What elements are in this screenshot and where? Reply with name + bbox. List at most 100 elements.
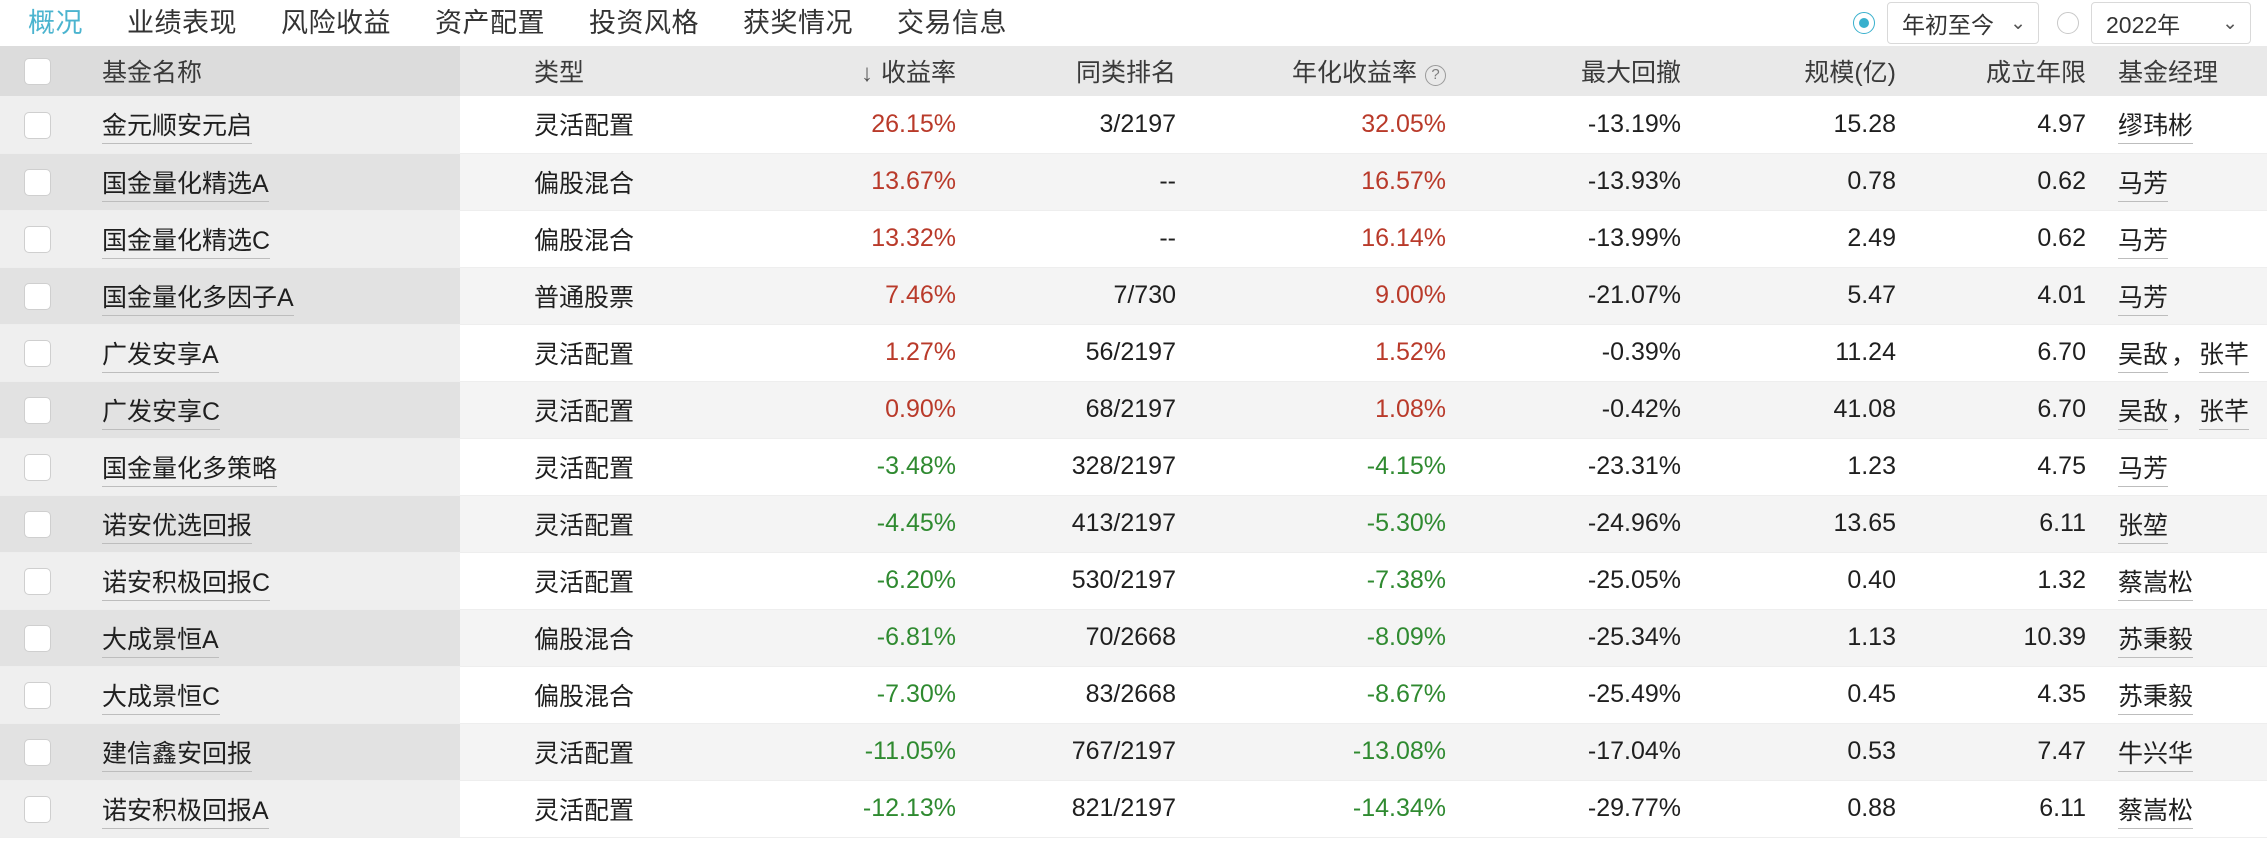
cell-fund-name: 金元顺安元启	[74, 96, 460, 154]
cell-return: 1.27%	[700, 324, 970, 382]
cell-years: 6.11	[1910, 780, 2100, 838]
header-fund-name[interactable]: 基金名称	[74, 46, 460, 96]
fund-manager-link[interactable]: 吴敌	[2118, 397, 2169, 430]
row-select-cell	[0, 381, 74, 439]
row-select-cell	[0, 324, 74, 382]
fund-manager-link[interactable]: 张堃	[2118, 511, 2169, 544]
select-all-checkbox[interactable]	[23, 58, 51, 86]
table-row[interactable]: 诺安积极回报A 灵活配置 -12.13% 821/2197 -14.34% -29.77%…	[0, 780, 2267, 838]
cell-peer-rank: 3/2197	[970, 96, 1190, 154]
tab-0[interactable]: 概况	[28, 8, 83, 38]
header-fund-size[interactable]: 规模(亿)	[1695, 46, 1910, 96]
table-row[interactable]: 广发安享A 灵活配置 1.27% 56/2197 1.52% -0.39% 11.24 6.7…	[0, 324, 2267, 382]
row-checkbox[interactable]	[23, 396, 51, 424]
header-annualized-return[interactable]: 年化收益率?	[1190, 46, 1460, 96]
fund-manager-link[interactable]: 苏秉毅	[2118, 625, 2194, 658]
help-icon[interactable]: ?	[1425, 65, 1446, 86]
cell-annualized-return: -4.15%	[1190, 438, 1460, 496]
table-row[interactable]: 大成景恒A 偏股混合 -6.81% 70/2668 -8.09% -25.34% 1.13 1…	[0, 609, 2267, 667]
fund-name-link[interactable]: 国金量化精选C	[102, 226, 271, 259]
fund-manager-link[interactable]: 吴敌	[2118, 340, 2169, 373]
fund-name-link[interactable]: 大成景恒A	[102, 625, 219, 658]
row-checkbox[interactable]	[23, 795, 51, 823]
row-checkbox[interactable]	[23, 339, 51, 367]
header-peer-rank[interactable]: 同类排名	[970, 46, 1190, 96]
table-row[interactable]: 国金量化精选C 偏股混合 13.32% -- 16.14% -13.99% 2.49 0.62…	[0, 210, 2267, 268]
fund-manager-link[interactable]: 蔡嵩松	[2118, 796, 2194, 829]
row-checkbox[interactable]	[23, 168, 51, 196]
tab-1[interactable]: 业绩表现	[127, 8, 237, 38]
fund-manager-link[interactable]: 张芊	[2199, 397, 2250, 430]
table-row[interactable]: 大成景恒C 偏股混合 -7.30% 83/2668 -8.67% -25.49% 0.45 4…	[0, 666, 2267, 724]
row-checkbox[interactable]	[23, 738, 51, 766]
cell-max-drawdown: -29.77%	[1460, 780, 1695, 838]
fund-manager-link[interactable]: 张芊	[2199, 340, 2250, 373]
cell-fund-size: 0.40	[1695, 552, 1910, 610]
row-checkbox[interactable]	[23, 624, 51, 652]
fund-name-link[interactable]: 金元顺安元启	[102, 112, 253, 145]
fund-manager-link[interactable]: 马芳	[2118, 169, 2169, 202]
tab-6[interactable]: 交易信息	[897, 8, 1007, 38]
tab-3[interactable]: 资产配置	[435, 8, 545, 38]
cell-fund-manager: 蔡嵩松	[2100, 780, 2267, 838]
chevron-down-icon: ⌄	[2010, 12, 2026, 34]
radio-range-year[interactable]	[2057, 12, 2079, 34]
cell-fund-manager: 马芳	[2100, 153, 2267, 211]
fund-manager-link[interactable]: 缪玮彬	[2118, 112, 2194, 145]
header-max-drawdown[interactable]: 最大回撤	[1460, 46, 1695, 96]
cell-fund-size: 11.24	[1695, 324, 1910, 382]
row-checkbox[interactable]	[23, 111, 51, 139]
cell-fund-manager: 牛兴华	[2100, 723, 2267, 781]
radio-range-ytd[interactable]	[1853, 12, 1875, 34]
fund-name-link[interactable]: 广发安享A	[102, 340, 219, 373]
fund-manager-link[interactable]: 马芳	[2118, 454, 2169, 487]
cell-return: -7.30%	[700, 666, 970, 724]
tab-5[interactable]: 获奖情况	[743, 8, 853, 38]
cell-years: 0.62	[1910, 210, 2100, 268]
fund-manager-link[interactable]: 牛兴华	[2118, 739, 2194, 772]
table-row[interactable]: 广发安享C 灵活配置 0.90% 68/2197 1.08% -0.42% 41.08 6.7…	[0, 381, 2267, 439]
row-checkbox[interactable]	[23, 681, 51, 709]
select-year[interactable]: 2022年 ⌄	[2091, 2, 2251, 44]
fund-name-link[interactable]: 诺安积极回报A	[102, 796, 269, 829]
fund-name-link[interactable]: 广发安享C	[102, 397, 221, 430]
fund-name-link[interactable]: 国金量化精选A	[102, 169, 269, 202]
table-row[interactable]: 诺安积极回报C 灵活配置 -6.20% 530/2197 -7.38% -25.05% 0.…	[0, 552, 2267, 610]
header-fund-manager[interactable]: 基金经理	[2100, 46, 2267, 96]
tab-2[interactable]: 风险收益	[281, 8, 391, 38]
cell-fund-type: 偏股混合	[460, 609, 700, 667]
fund-name-link[interactable]: 国金量化多因子A	[102, 283, 294, 316]
table-row[interactable]: 国金量化多因子A 普通股票 7.46% 7/730 9.00% -21.07% 5.47 4.…	[0, 267, 2267, 325]
fund-manager-link[interactable]: 蔡嵩松	[2118, 568, 2194, 601]
row-checkbox[interactable]	[23, 282, 51, 310]
fund-name-link[interactable]: 大成景恒C	[102, 682, 221, 715]
cell-peer-rank: 7/730	[970, 267, 1190, 325]
table-row[interactable]: 金元顺安元启 灵活配置 26.15% 3/2197 32.05% -13.19% 15.28…	[0, 96, 2267, 154]
fund-manager-link[interactable]: 苏秉毅	[2118, 682, 2194, 715]
row-checkbox[interactable]	[23, 225, 51, 253]
cell-peer-rank: 328/2197	[970, 438, 1190, 496]
header-fund-type[interactable]: 类型	[460, 46, 700, 96]
header-return[interactable]: ↓ 收益率	[700, 46, 970, 96]
table-row[interactable]: 国金量化多策略 灵活配置 -3.48% 328/2197 -4.15% -23.31% 1.…	[0, 438, 2267, 496]
fund-manager-link[interactable]: 马芳	[2118, 283, 2169, 316]
table-row[interactable]: 国金量化精选A 偏股混合 13.67% -- 16.57% -13.93% 0.78 0.62…	[0, 153, 2267, 211]
row-checkbox[interactable]	[23, 567, 51, 595]
table-header-row: 基金名称 类型 ↓ 收益率 同类排名 年化收益率? 最大回撤 规模(亿) 成立年限…	[0, 46, 2267, 96]
row-checkbox[interactable]	[23, 453, 51, 481]
cell-peer-rank: 767/2197	[970, 723, 1190, 781]
tab-4[interactable]: 投资风格	[589, 8, 699, 38]
fund-name-link[interactable]: 国金量化多策略	[102, 454, 278, 487]
table-row[interactable]: 建信鑫安回报 灵活配置 -11.05% 767/2197 -13.08% -17.04% 0…	[0, 723, 2267, 781]
row-checkbox[interactable]	[23, 510, 51, 538]
select-range[interactable]: 年初至今 ⌄	[1887, 2, 2039, 44]
fund-name-link[interactable]: 诺安优选回报	[102, 511, 253, 544]
cell-fund-name: 广发安享A	[74, 324, 460, 382]
fund-name-link[interactable]: 诺安积极回报C	[102, 568, 271, 601]
table-row[interactable]: 诺安优选回报 灵活配置 -4.45% 413/2197 -5.30% -24.96% 13.…	[0, 495, 2267, 553]
cell-years: 4.97	[1910, 96, 2100, 154]
fund-manager-link[interactable]: 马芳	[2118, 226, 2169, 259]
header-years-since-inception[interactable]: 成立年限	[1910, 46, 2100, 96]
fund-name-link[interactable]: 建信鑫安回报	[102, 739, 253, 772]
cell-fund-size: 0.88	[1695, 780, 1910, 838]
